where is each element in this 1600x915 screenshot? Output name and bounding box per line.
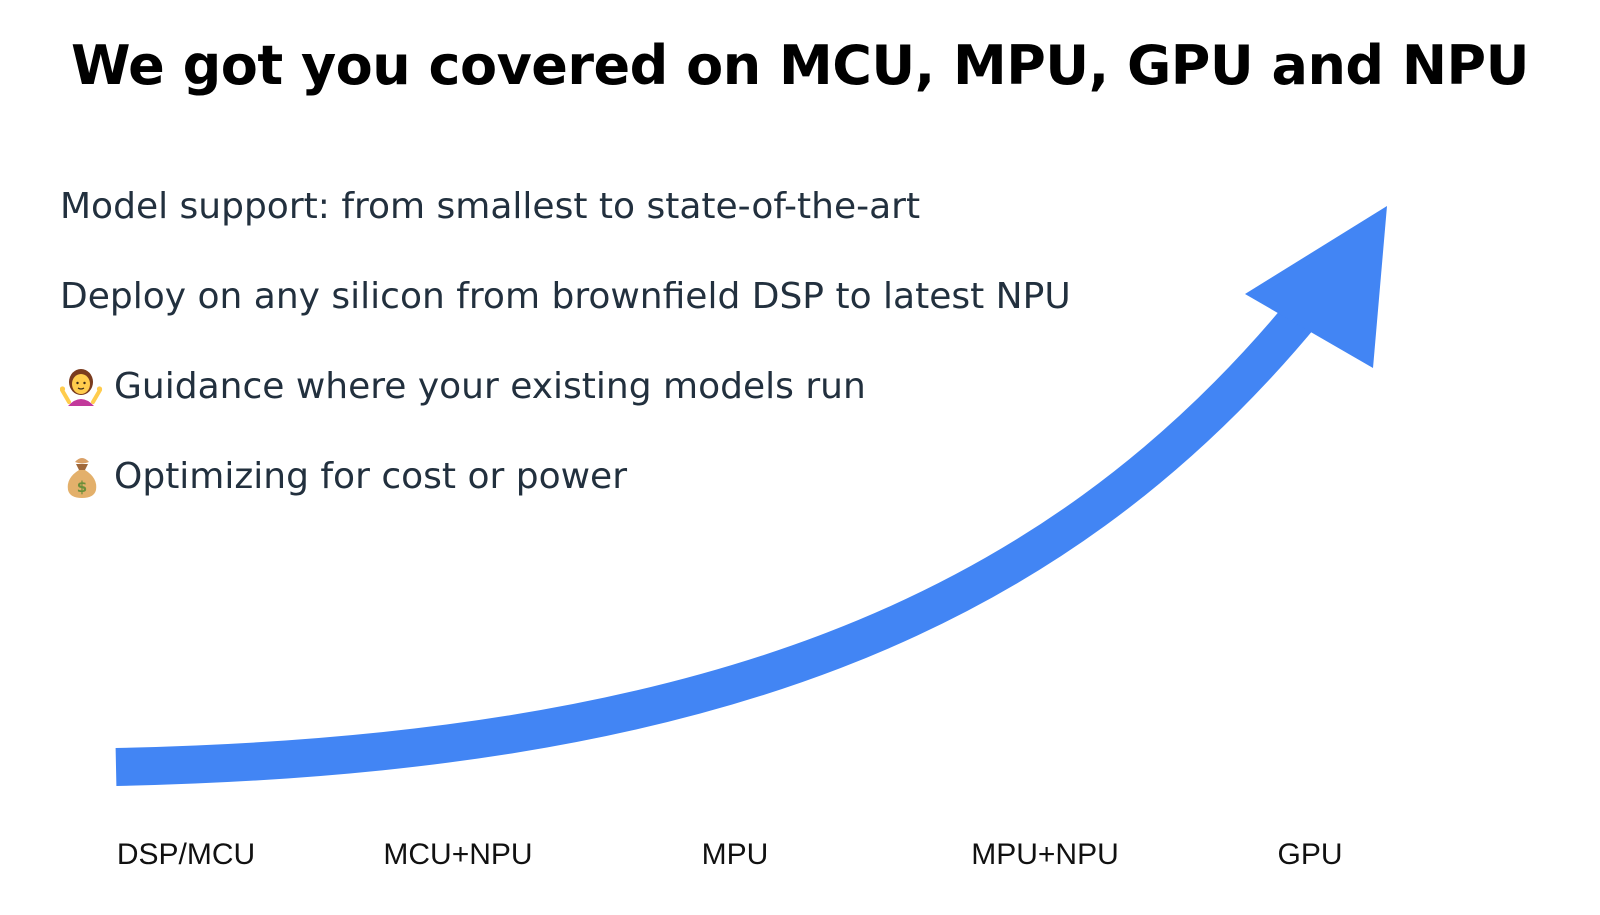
axis-label-mpu: MPU	[701, 838, 769, 871]
svg-text:$: $	[77, 478, 87, 496]
bullet-guidance: Guidance where your existing models run	[60, 360, 1071, 450]
axis-label-gpu: GPU	[1277, 838, 1343, 871]
money-bag-icon: $	[60, 450, 106, 504]
bullet-optimizing: $ Optimizing for cost or power	[60, 450, 1071, 540]
bullet-text: Deploy on any silicon from brownfield DS…	[60, 276, 1071, 317]
bullet-text: Optimizing for cost or power	[114, 456, 627, 497]
axis-label-dsp-mcu: DSP/MCU	[116, 838, 256, 871]
bullet-model-support: Model support: from smallest to state-of…	[60, 180, 1071, 270]
growth-arrow-head	[1245, 206, 1387, 368]
bullet-text: Model support: from smallest to state-of…	[60, 186, 921, 227]
silicon-axis: DSP/MCU MCU+NPU MPU MPU+NPU GPU	[0, 838, 1600, 878]
bullet-deploy: Deploy on any silicon from brownfield DS…	[60, 270, 1071, 360]
slide-title: We got you covered on MCU, MPU, GPU and …	[71, 34, 1529, 97]
axis-label-mpu-npu: MPU+NPU	[971, 838, 1119, 871]
axis-label-mcu-npu: MCU+NPU	[383, 838, 533, 871]
growth-arrow-shaft	[115, 297, 1320, 786]
person-shrugging-icon	[60, 360, 106, 414]
bullet-text: Guidance where your existing models run	[114, 366, 866, 407]
bullet-list: Model support: from smallest to state-of…	[60, 180, 1071, 540]
